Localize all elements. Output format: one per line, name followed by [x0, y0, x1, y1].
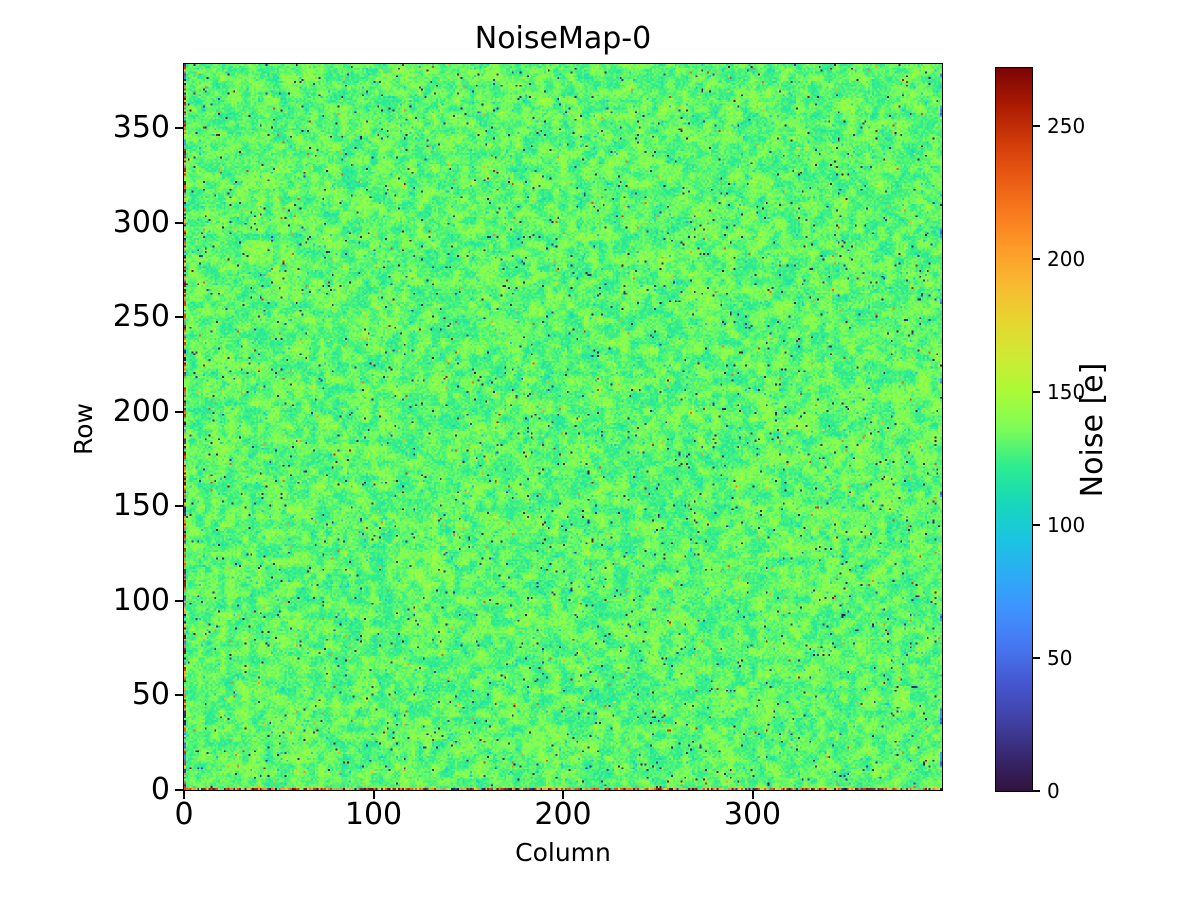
- colorbar-tick-mark: [1032, 258, 1040, 261]
- x-tick-mark: [562, 790, 564, 799]
- colorbar-gradient: [996, 68, 1032, 791]
- y-tick-mark: [175, 316, 184, 319]
- colorbar-tick-label: 150: [1047, 380, 1086, 405]
- x-axis-label: Column: [515, 838, 611, 867]
- y-tick-mark: [175, 694, 184, 697]
- y-axis-label: Row: [69, 403, 98, 455]
- y-tick-mark: [175, 505, 184, 508]
- plot-area: [183, 63, 943, 791]
- y-tick-label: 300: [112, 204, 170, 240]
- colorbar-tick-label: 0: [1047, 779, 1060, 803]
- heatmap-image: [184, 64, 942, 790]
- y-tick-label: 0: [150, 772, 170, 807]
- colorbar-tick-label: 50: [1047, 646, 1073, 671]
- x-tick-mark: [183, 790, 185, 799]
- colorbar-tick-mark: [1032, 790, 1040, 792]
- y-tick-label: 100: [112, 582, 170, 618]
- x-tick-label: 300: [723, 797, 782, 832]
- x-tick-label: 0: [174, 797, 194, 832]
- x-tick-mark: [751, 790, 754, 799]
- colorbar-tick-mark: [1032, 391, 1040, 394]
- colorbar-tick-label: 250: [1047, 114, 1086, 139]
- y-tick-mark: [175, 410, 184, 413]
- y-tick-mark: [175, 221, 184, 224]
- y-tick-mark: [175, 789, 184, 791]
- colorbar-tick-label: 200: [1047, 247, 1086, 272]
- colorbar: [995, 67, 1033, 792]
- y-tick-label: 50: [131, 677, 170, 713]
- y-tick-label: 200: [112, 393, 170, 429]
- plot-title: NoiseMap-0: [474, 21, 652, 56]
- colorbar-label: Noise [e]: [1075, 362, 1110, 498]
- y-tick-label: 250: [112, 299, 170, 335]
- colorbar-tick-mark: [1032, 657, 1040, 660]
- colorbar-tick-mark: [1032, 524, 1040, 527]
- y-tick-label: 150: [112, 488, 170, 524]
- x-tick-mark: [372, 790, 375, 799]
- y-tick-mark: [175, 599, 184, 602]
- y-tick-mark: [175, 127, 184, 130]
- x-tick-label: 200: [534, 797, 592, 832]
- colorbar-tick-label: 100: [1047, 513, 1086, 538]
- y-tick-label: 350: [112, 110, 170, 146]
- x-tick-label: 100: [344, 797, 403, 832]
- colorbar-tick-mark: [1032, 125, 1040, 128]
